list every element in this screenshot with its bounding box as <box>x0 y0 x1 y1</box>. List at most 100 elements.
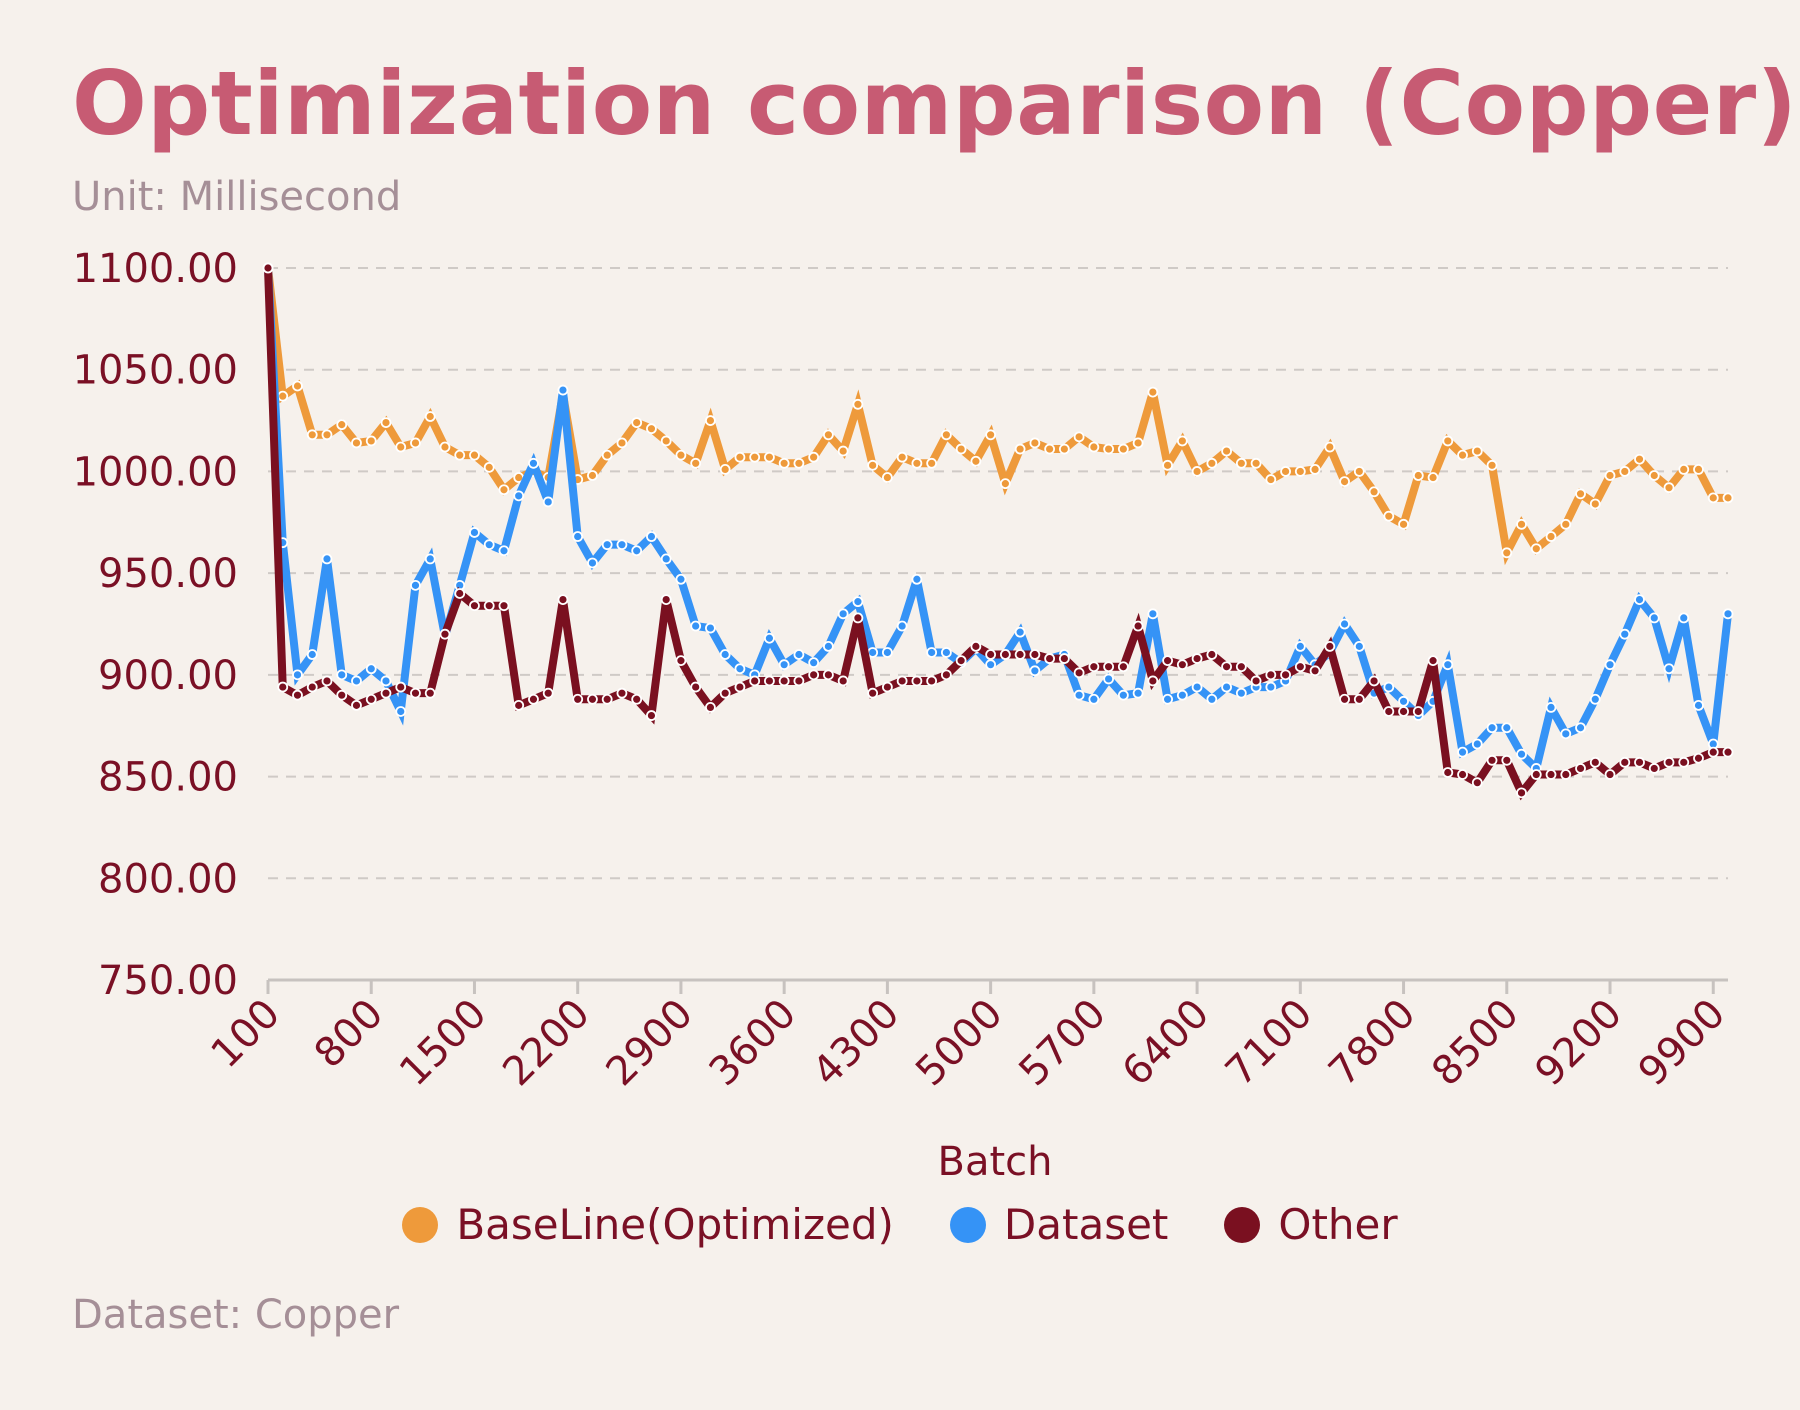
data-point <box>1560 728 1572 740</box>
data-point <box>1398 706 1409 717</box>
data-point <box>1191 681 1203 693</box>
data-point <box>837 608 849 620</box>
data-point <box>1619 466 1631 477</box>
data-point <box>1265 681 1277 693</box>
x-tick-label: 800 <box>306 991 393 1078</box>
data-point <box>1368 675 1380 687</box>
series-baseline-optimized- <box>262 262 1734 566</box>
grid-lines <box>268 267 1728 880</box>
x-tick-label: 3600 <box>701 991 806 1096</box>
data-point <box>734 681 746 693</box>
data-point <box>764 632 775 644</box>
data-point <box>1058 653 1070 664</box>
data-point <box>1471 445 1483 457</box>
data-point <box>1545 769 1557 780</box>
data-point <box>498 600 510 612</box>
data-point <box>793 675 805 687</box>
data-point <box>601 693 613 705</box>
data-point <box>926 675 938 687</box>
series-dataset <box>262 262 1734 777</box>
y-tick-label: 850.00 <box>98 755 238 801</box>
data-point <box>306 429 318 441</box>
x-tick-label: 7100 <box>1217 991 1322 1096</box>
data-point <box>1634 453 1645 465</box>
data-point <box>365 663 377 675</box>
data-point <box>1339 693 1350 705</box>
data-point <box>1339 618 1350 630</box>
data-point <box>587 470 598 481</box>
data-point <box>336 669 348 681</box>
data-point <box>351 437 362 449</box>
data-point <box>1486 459 1498 471</box>
data-point <box>1014 443 1026 455</box>
data-point <box>587 693 598 705</box>
data-point <box>1619 628 1631 640</box>
data-point <box>1147 675 1159 687</box>
data-point <box>1221 445 1232 457</box>
data-point <box>1604 769 1616 780</box>
data-point <box>1132 620 1144 632</box>
data-point <box>881 647 893 658</box>
data-point <box>1353 640 1365 652</box>
data-point <box>808 451 820 463</box>
data-point <box>1604 659 1616 671</box>
data-point <box>1206 693 1218 705</box>
data-point <box>1250 675 1262 687</box>
data-point <box>764 451 775 463</box>
data-point <box>1147 608 1159 620</box>
data-point <box>778 457 790 469</box>
y-tick-label: 750.00 <box>98 958 238 1004</box>
data-point <box>1545 531 1557 542</box>
data-point <box>513 490 525 502</box>
y-tick-label: 1000.00 <box>73 449 238 495</box>
data-point <box>410 579 421 591</box>
legend-item[interactable]: Dataset <box>949 1200 1168 1249</box>
data-point <box>498 545 510 557</box>
data-point <box>1339 476 1350 488</box>
legend-item[interactable]: Other <box>1224 1200 1398 1249</box>
chart-subtitle: Unit: Millisecond <box>72 174 402 220</box>
data-point <box>1103 661 1115 673</box>
data-point <box>823 429 834 441</box>
data-point <box>336 419 348 431</box>
data-point <box>1722 608 1734 620</box>
data-point <box>1693 752 1704 764</box>
legend-item[interactable]: BaseLine(Optimized) <box>402 1200 894 1249</box>
data-point <box>719 649 731 660</box>
data-point <box>1398 695 1409 707</box>
series-lines <box>262 262 1734 801</box>
data-point <box>970 640 982 652</box>
x-tick-label: 5000 <box>907 991 1012 1096</box>
data-point <box>1516 748 1527 760</box>
data-point <box>1648 763 1660 774</box>
data-point <box>1294 640 1306 652</box>
x-axis-label: Batch <box>938 1139 1053 1185</box>
data-point <box>881 472 893 483</box>
data-point <box>528 693 539 705</box>
data-point <box>424 687 436 699</box>
data-point <box>1693 699 1704 711</box>
x-tick-label: 2200 <box>494 991 599 1096</box>
data-point <box>985 429 997 441</box>
data-point <box>1575 488 1586 500</box>
data-point <box>1117 443 1129 455</box>
data-point <box>808 669 820 681</box>
data-point <box>1324 640 1336 652</box>
data-point <box>1663 756 1675 768</box>
data-point <box>1280 669 1291 681</box>
data-point <box>1634 594 1645 605</box>
data-point <box>1309 665 1321 677</box>
data-point <box>793 457 805 469</box>
data-point <box>469 600 480 612</box>
data-point <box>395 706 407 717</box>
data-point <box>1353 693 1365 705</box>
legend: BaseLine(Optimized) Dataset Other <box>0 1200 1800 1249</box>
data-point <box>380 687 392 699</box>
data-point <box>439 628 451 640</box>
data-point <box>1648 612 1660 624</box>
data-point <box>808 657 820 669</box>
data-point <box>1088 693 1100 705</box>
data-point <box>705 702 716 713</box>
series-line <box>264 267 1728 566</box>
